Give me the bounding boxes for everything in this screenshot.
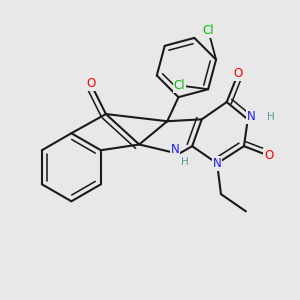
Text: Cl: Cl [174,79,185,92]
Text: N: N [213,157,221,170]
Text: O: O [86,77,95,90]
Text: N: N [171,142,179,155]
Text: O: O [234,67,243,80]
Text: N: N [247,110,256,123]
Text: H: H [267,112,275,122]
Text: O: O [264,149,274,162]
Text: Cl: Cl [202,24,214,37]
Text: H: H [181,158,188,167]
